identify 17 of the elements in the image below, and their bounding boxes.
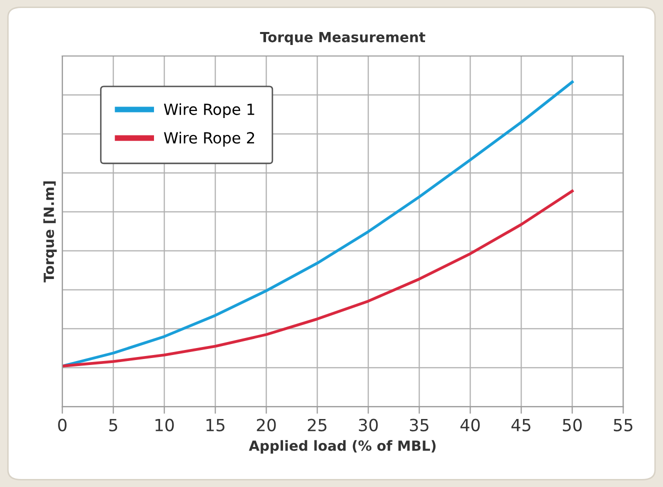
- x-tick-label: 45: [511, 418, 530, 432]
- x-tick-label: 55: [614, 418, 632, 432]
- x-tick-label: 40: [460, 418, 480, 432]
- x-tick-label: 35: [410, 418, 428, 432]
- legend-label: Wire Rope 1: [164, 103, 254, 118]
- x-axis-title: Applied load (% of MBL): [248, 440, 436, 454]
- chart-title: Torque Measurement: [260, 32, 426, 46]
- legend-label: Wire Rope 2: [164, 132, 254, 147]
- x-tick-label: 10: [156, 418, 174, 432]
- y-axis-title: Torque [N.m]: [43, 181, 57, 282]
- x-tick-label: 15: [206, 418, 224, 432]
- x-tick-label: 30: [358, 418, 378, 432]
- x-tick-label: 50: [562, 418, 582, 432]
- x-tick-label: 25: [308, 418, 326, 432]
- x-tick-label: 0: [58, 418, 67, 432]
- x-tick-label: 20: [256, 418, 276, 432]
- x-tick-label: 5: [109, 418, 118, 432]
